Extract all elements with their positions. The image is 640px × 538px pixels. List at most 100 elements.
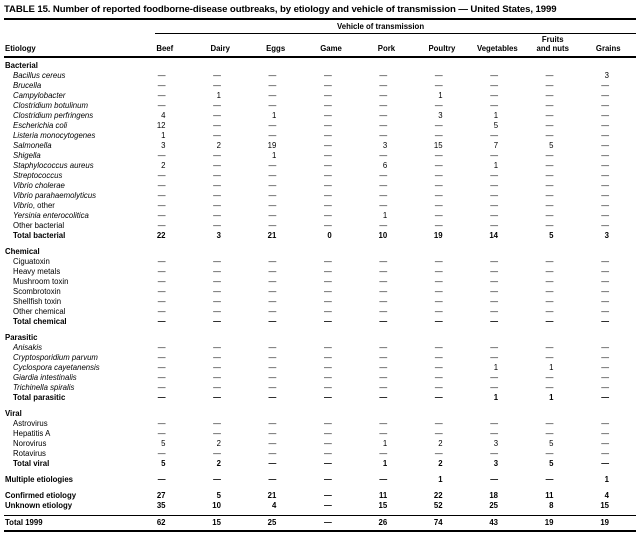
outbreaks-table: Vehicle of transmission Etiology Beef Dai…: [4, 20, 636, 532]
value-cell: —: [434, 383, 443, 392]
value-cell: —: [213, 191, 221, 200]
etiology-cell: Total bacterial: [13, 231, 66, 240]
value-cell: —: [268, 221, 277, 230]
value-cell: —: [490, 171, 499, 180]
value-cell: —: [601, 439, 609, 448]
value-cell: —: [323, 151, 332, 160]
value-cell: —: [490, 181, 499, 190]
value-cell: —: [379, 71, 388, 80]
value-cell: 25: [489, 501, 499, 510]
value-cell: —: [213, 201, 221, 210]
value-cell: 5: [161, 459, 166, 468]
value-cell: —: [323, 353, 332, 362]
value-cell: —: [490, 201, 499, 210]
etiology-cell: Staphylococcus aureus: [13, 161, 94, 170]
section-label: Parasitic: [5, 333, 38, 342]
value-cell: 22: [433, 491, 443, 500]
value-cell: —: [213, 267, 221, 276]
value-cell: —: [545, 201, 554, 210]
value-cell: 52: [433, 501, 443, 510]
value-cell: —: [545, 353, 554, 362]
etiology-column-header: Etiology: [4, 34, 138, 58]
table-row: Mushroom toxin — — — — — — — — —: [4, 277, 636, 287]
value-cell: —: [434, 307, 443, 316]
table-row: Unknown etiology 35 10 4 — 15 52 25 8 15: [4, 501, 636, 511]
value-cell: —: [379, 267, 388, 276]
value-cell: —: [268, 71, 277, 80]
table-row: Vibrio cholerae — — — — — — — — —: [4, 181, 636, 191]
value-cell: —: [601, 131, 609, 140]
value-cell: 6: [382, 161, 388, 170]
value-cell: 1: [549, 363, 554, 372]
group-header-row: Vehicle of transmission: [4, 20, 636, 34]
value-cell: 1: [438, 475, 443, 484]
value-cell: —: [268, 101, 277, 110]
value-cell: —: [323, 71, 332, 80]
value-cell: 19: [433, 231, 443, 240]
value-cell: —: [157, 475, 166, 484]
value-cell: —: [490, 211, 499, 220]
value-cell: —: [323, 439, 332, 448]
table-row: Campylobacter — 1 — — — 1 — — —: [4, 91, 636, 101]
value-cell: —: [490, 297, 499, 306]
value-cell: 3: [382, 141, 388, 150]
table-row: Heavy metals — — — — — — — — —: [4, 267, 636, 277]
value-cell: —: [545, 267, 554, 276]
etiology-cell: Streptococcus: [13, 171, 63, 180]
etiology-cell: Trichinella spiralis: [13, 383, 75, 392]
column-header: Dairy: [192, 34, 248, 58]
table-row: Other chemical — — — — — — — — —: [4, 307, 636, 317]
value-cell: —: [323, 501, 332, 510]
etiology-cell: Astrovirus: [13, 419, 48, 428]
etiology-cell: Unknown etiology: [5, 501, 73, 510]
value-cell: 74: [414, 515, 470, 532]
table-row: Shellfish toxin — — — — — — — — —: [4, 297, 636, 307]
value-cell: —: [434, 101, 443, 110]
etiology-cell: Bacillus cereus: [13, 71, 66, 80]
value-cell: —: [268, 419, 277, 428]
value-cell: —: [379, 201, 388, 210]
value-cell: —: [490, 429, 499, 438]
value-cell: —: [545, 475, 554, 484]
etiology-cell: Escherichia coli: [13, 121, 68, 130]
value-cell: —: [213, 287, 221, 296]
value-cell: —: [601, 363, 609, 372]
table-row: Cyclospora cayetanensis — — — — — — 1 1 —: [4, 363, 636, 373]
value-cell: —: [323, 141, 332, 150]
value-cell: —: [323, 121, 332, 130]
value-cell: —: [379, 317, 388, 326]
table-row: Vibrio, other — — — — — — — — —: [4, 201, 636, 211]
value-cell: —: [601, 343, 609, 352]
value-cell: —: [379, 353, 388, 362]
value-cell: —: [213, 353, 221, 362]
value-cell: —: [157, 373, 166, 382]
value-cell: —: [434, 131, 443, 140]
value-cell: —: [434, 287, 443, 296]
value-cell: —: [268, 171, 277, 180]
value-cell: —: [434, 297, 443, 306]
table-row: Total viral 5 2 — — 1 2 3 5 —: [4, 459, 636, 469]
table-row: Scombrotoxin — — — — — — — — —: [4, 287, 636, 297]
value-cell: —: [601, 287, 609, 296]
value-cell: —: [157, 363, 166, 372]
value-cell: —: [323, 373, 332, 382]
value-cell: —: [601, 459, 609, 468]
value-cell: 15: [378, 501, 388, 510]
etiology-cell: Anisakis: [13, 343, 43, 352]
value-cell: —: [157, 419, 166, 428]
value-cell: —: [323, 257, 332, 266]
value-cell: —: [601, 307, 609, 316]
etiology-cell: Vibrio cholerae: [13, 181, 65, 190]
value-cell: 1: [216, 91, 221, 100]
value-cell: —: [379, 91, 388, 100]
value-cell: —: [545, 191, 554, 200]
value-cell: 8: [549, 501, 554, 510]
value-cell: —: [213, 297, 221, 306]
value-cell: —: [545, 91, 554, 100]
value-cell: 21: [267, 231, 277, 240]
value-cell: —: [213, 449, 221, 458]
table-row: Trichinella spiralis — — — — — — — — —: [4, 383, 636, 393]
table-row: Astrovirus — — — — — — — — —: [4, 419, 636, 429]
value-cell: —: [490, 317, 499, 326]
value-cell: —: [157, 287, 166, 296]
